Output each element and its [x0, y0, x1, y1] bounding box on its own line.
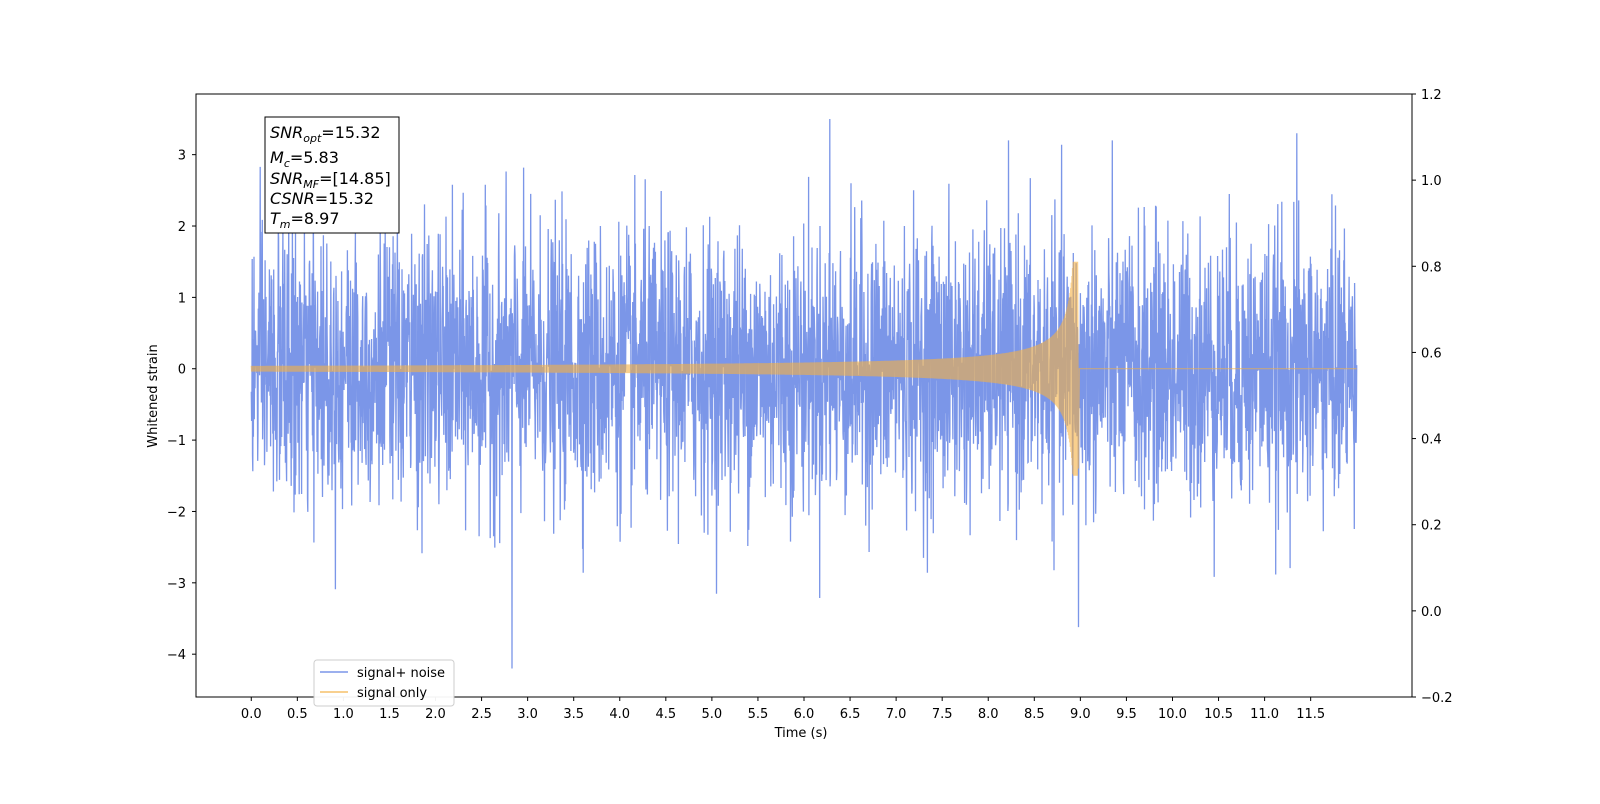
x-axis-label: Time (s)	[774, 726, 828, 741]
y-tick-label: −2	[167, 505, 186, 520]
y2-tick-label: 0.2	[1421, 519, 1442, 534]
y2-tick-label: −0.2	[1421, 691, 1453, 706]
x-tick-label: 8.0	[978, 707, 999, 722]
x-tick-label: 6.5	[840, 707, 861, 722]
y2-tick-label: 0.6	[1421, 346, 1442, 361]
legend-label-signal-only: signal only	[357, 686, 427, 701]
series-signal-plus-noise	[250, 118, 1358, 669]
series-signal-only	[250, 261, 1357, 476]
x-tick-label: 1.0	[333, 707, 354, 722]
x-tick-label: 11.0	[1250, 707, 1279, 722]
x-tick-label: 11.5	[1296, 707, 1325, 722]
y-axis-label: Whitened strain	[146, 344, 161, 447]
y-axis-left: −4 −3 −2 −1 0 1 2 3	[167, 149, 196, 663]
x-tick-label: 2.5	[471, 707, 492, 722]
x-tick-label: 1.5	[379, 707, 400, 722]
y-tick-label: 2	[178, 220, 186, 235]
x-tick-label: 0.5	[287, 707, 308, 722]
x-tick-label: 7.0	[886, 707, 907, 722]
x-tick-label: 7.5	[932, 707, 953, 722]
x-tick-label: 10.0	[1158, 707, 1187, 722]
y-axis-right: −0.2 0.0 0.2 0.4 0.6 0.8 1.0 1.2	[1412, 88, 1453, 706]
noise-line	[250, 118, 1358, 669]
x-tick-label: 5.0	[702, 707, 723, 722]
annotation-line: Mc=5.83	[270, 148, 339, 170]
x-tick-label: 9.0	[1070, 707, 1091, 722]
y-tick-label: 3	[178, 149, 186, 164]
x-tick-label: 9.5	[1116, 707, 1137, 722]
x-tick-label: 0.0	[241, 707, 262, 722]
y2-tick-label: 1.2	[1421, 88, 1442, 103]
snr-annotation-box: SNRopt=15.32 Mc=5.83SNRMF=[14.85]CSNR=15.…	[264, 116, 400, 234]
x-tick-label: 5.5	[748, 707, 769, 722]
x-tick-label: 3.5	[563, 707, 584, 722]
y-tick-label: 0	[178, 363, 186, 378]
y-tick-label: −4	[167, 648, 186, 663]
x-tick-label: 4.5	[655, 707, 676, 722]
y-tick-label: −3	[167, 577, 186, 592]
legend-label-signal-plus-noise: signal+ noise	[357, 666, 445, 681]
y2-tick-label: 1.0	[1421, 174, 1442, 189]
x-tick-label: 8.5	[1024, 707, 1045, 722]
signal-line	[250, 261, 1357, 476]
x-tick-label: 3.0	[517, 707, 538, 722]
annotation-line: CSNR=15.32	[270, 189, 374, 208]
annotation-line: SNRMF=[14.85]	[270, 169, 391, 191]
y2-tick-label: 0.8	[1421, 260, 1442, 275]
y2-tick-label: 0.4	[1421, 433, 1442, 448]
y-tick-label: 1	[178, 291, 186, 306]
x-axis: 0.0 0.5 1.0 1.5 2.0 2.5 3.0 3.5 4.0 4.5 5.0 5.5 6.0 6…	[241, 697, 1325, 722]
x-tick-label: 10.5	[1204, 707, 1233, 722]
y2-tick-label: 0.0	[1421, 605, 1442, 620]
x-tick-label: 4.0	[609, 707, 630, 722]
y-tick-label: −1	[167, 434, 186, 449]
legend: signal+ noise signal only	[313, 659, 455, 707]
x-tick-label: 6.0	[794, 707, 815, 722]
x-tick-label: 2.0	[425, 707, 446, 722]
annotation-line: SNRopt=15.32	[270, 123, 381, 145]
annotation-line: Tm=8.97	[270, 209, 340, 231]
